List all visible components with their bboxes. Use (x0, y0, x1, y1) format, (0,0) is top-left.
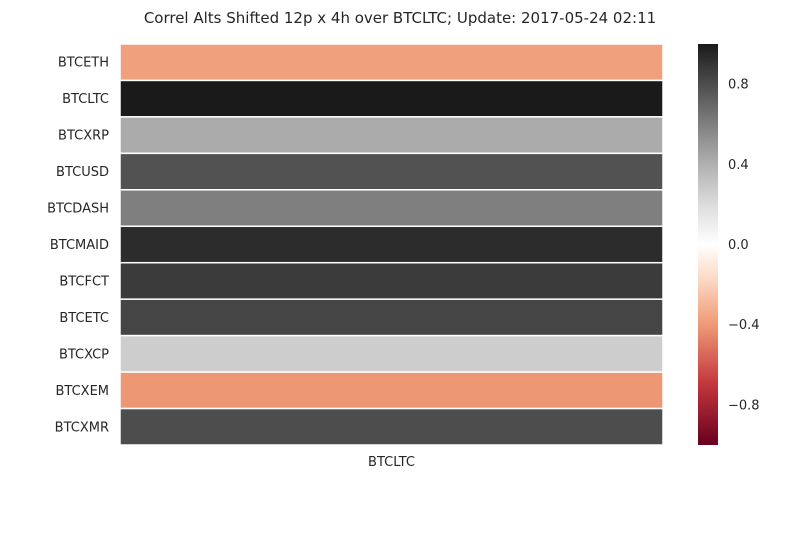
colorbar-ticks: 0.8 0.4 0.0 −0.4 −0.8 (728, 78, 760, 414)
y-tick-label-btcxrp: BTCXRP (58, 129, 109, 144)
heatmap-cell-btcusd (119, 152, 664, 191)
colorbar-tick-label: 0.8 (728, 78, 749, 93)
heatmap-cell-btcltc (119, 79, 664, 118)
x-tick-label-btcltc: BTCLTC (368, 455, 415, 470)
colorbar: 0.8 0.4 0.0 −0.4 −0.8 (698, 44, 760, 445)
y-tick-label-btcxem: BTCXEM (55, 384, 109, 399)
y-tick-label-btcxmr: BTCXMR (55, 420, 109, 435)
colorbar-tick-label: 0.0 (728, 238, 749, 253)
heatmap-cell-btcxcp (119, 334, 664, 373)
heatmap-cell-btcxem (119, 371, 664, 410)
heatmap-cell-btcetc (119, 298, 664, 337)
chart-title: Correl Alts Shifted 12p x 4h over BTCLTC… (144, 9, 656, 27)
heatmap-cell-btceth (119, 43, 664, 82)
heatmap-cell-btcfct (119, 261, 664, 300)
y-tick-label-btcltc: BTCLTC (62, 92, 109, 107)
heatmap-cell-btcxrp (119, 116, 664, 155)
y-tick-label-btcetc: BTCETC (59, 311, 109, 326)
heatmap-cell-btcmaid (119, 225, 664, 264)
colorbar-gradient (698, 44, 718, 445)
y-tick-label-btcxcp: BTCXCP (59, 347, 109, 362)
colorbar-tick-label: −0.4 (728, 318, 760, 333)
y-tick-label-btcdash: BTCDASH (47, 202, 109, 217)
heatmap-cell-btcxmr (119, 407, 664, 446)
y-tick-labels: BTCETH BTCLTC BTCXRP BTCUSD BTCDASH BTCMAID BT… (47, 56, 109, 436)
y-tick-label-btcmaid: BTCMAID (50, 238, 109, 253)
y-tick-label-btceth: BTCETH (58, 56, 109, 71)
y-tick-label-btcfct: BTCFCT (59, 274, 109, 289)
x-tick-labels: BTCLTC (368, 455, 415, 470)
colorbar-tick-label: −0.8 (728, 398, 760, 413)
heatmap-cells (119, 43, 664, 446)
colorbar-tick-label: 0.4 (728, 158, 749, 173)
y-tick-label-btcusd: BTCUSD (56, 165, 109, 180)
heatmap-cell-btcdash (119, 189, 664, 228)
